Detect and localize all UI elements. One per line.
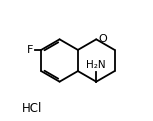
Text: O: O	[98, 34, 107, 44]
Text: HCl: HCl	[22, 102, 42, 115]
Text: F: F	[27, 45, 33, 55]
Text: H₂N: H₂N	[86, 60, 106, 70]
